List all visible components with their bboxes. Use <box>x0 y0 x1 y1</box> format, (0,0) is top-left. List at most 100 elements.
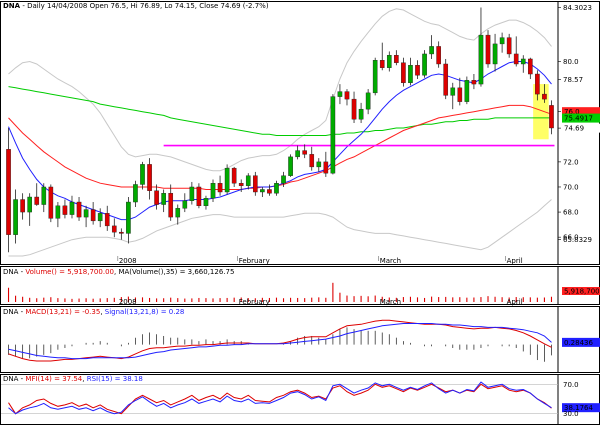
candle-body <box>422 53 427 76</box>
price-tag-green: 75.4917 <box>564 115 593 123</box>
candle-body <box>372 60 378 94</box>
candle-body <box>6 149 11 235</box>
candle-body <box>161 193 166 205</box>
candle-body <box>90 209 96 222</box>
y-label-74-69: 74.69 <box>564 125 584 133</box>
candle-body <box>528 58 533 75</box>
candle-body <box>133 184 138 203</box>
volume-x-label-2008: 2008 <box>119 298 137 306</box>
macd-legend: MACD(13,21) = -0.35 <box>25 308 100 316</box>
candle-body <box>168 193 174 218</box>
candle-body <box>267 189 272 194</box>
candle-body <box>351 98 357 120</box>
candle-body <box>436 46 441 65</box>
rsi-line <box>8 381 552 415</box>
candle-body <box>513 53 519 65</box>
y-label-84-3023: 84.3023 <box>563 4 592 12</box>
candle-body <box>323 161 329 174</box>
chart-title-symbol: DNA <box>3 2 21 10</box>
macd-pane-frame <box>0 306 600 373</box>
candle-body <box>175 208 181 218</box>
volume-y-label-bg <box>562 287 600 295</box>
macd-pane-label: DNA - MACD(13,21) = -0.35, Signal(13,21,… <box>3 308 184 316</box>
candle-body <box>365 92 371 110</box>
candle-body <box>41 186 47 205</box>
candle-body <box>203 198 209 207</box>
x-label-february: February <box>239 257 270 265</box>
candle-body <box>401 62 406 84</box>
volume-ma-legend: MA(Volume(),35) = 3,660,126.75 <box>118 268 234 276</box>
chart-title-info: - Daily 14/04/2008 Open 76.5, Hi 76.89, … <box>20 2 269 10</box>
candle-body <box>217 183 223 193</box>
candle-body <box>344 91 350 100</box>
candle-body <box>76 201 82 218</box>
candle-body <box>196 186 202 207</box>
y-label-70-0: 70.0 <box>563 183 579 191</box>
mfi-rsi-pane-label: DNA - MFI(14) = 37.54, RSI(15) = 38.18 <box>3 375 143 383</box>
y-label-76-0-bg <box>562 107 600 117</box>
candle-body <box>288 156 293 176</box>
candle-body <box>274 183 279 194</box>
candle-body <box>260 189 265 193</box>
candle-body <box>302 150 307 155</box>
candle-body <box>119 231 124 234</box>
candle-body <box>457 87 463 102</box>
candle-body <box>549 105 554 129</box>
candle-body <box>358 108 364 120</box>
candle-body <box>330 96 336 174</box>
candle-body <box>443 63 449 96</box>
candle-body <box>542 93 547 100</box>
mfi-legend: MFI(14) = 37.54 <box>25 375 82 383</box>
candle-body <box>253 175 258 193</box>
candle-body <box>245 175 251 186</box>
y-label-80-0: 80.0 <box>563 58 579 66</box>
candle-body <box>379 60 385 68</box>
candle-body <box>69 201 75 215</box>
osc-y-label-70-0: 70.0 <box>563 381 579 389</box>
candle-body <box>535 73 540 95</box>
candle-body <box>492 43 498 65</box>
candle-body <box>464 80 470 102</box>
signal-line <box>8 323 552 360</box>
candle-body <box>189 186 195 201</box>
osc-y-label-current-bg <box>562 403 600 413</box>
candle-body <box>55 205 61 219</box>
candle-body <box>27 196 32 213</box>
volume-legend: Volume() = 5,918,700.00 <box>25 268 114 276</box>
candle-body <box>104 213 110 227</box>
candle-body <box>34 196 40 205</box>
macd-y-label-bg <box>562 337 600 347</box>
candle-body <box>147 164 152 191</box>
candle-body <box>182 200 188 209</box>
y-label-65-8329: 65.8329 <box>563 236 592 244</box>
candle-body <box>231 167 237 184</box>
candle-body <box>111 225 117 233</box>
ma-green-line <box>8 86 552 136</box>
candle-body <box>295 150 300 158</box>
candle-body <box>140 164 145 185</box>
x-label-2008: 2008 <box>119 257 137 265</box>
ma-red-line <box>8 104 552 190</box>
candle-body <box>316 161 322 168</box>
chart-title: DNA - Daily 14/04/2008 Open 76.5, Hi 76.… <box>3 2 269 10</box>
volume-x-label-april: April <box>507 298 523 306</box>
y-label-72-0: 72.0 <box>563 158 579 166</box>
candle-body <box>281 175 286 184</box>
osc-y-label-current: 38.1764 <box>564 404 593 412</box>
y-label-68-0: 68.0 <box>563 209 579 217</box>
candle-body <box>506 37 512 55</box>
candle-body <box>386 55 392 68</box>
candle-body <box>337 91 343 97</box>
candle-body <box>394 55 399 63</box>
candle-body <box>408 65 413 84</box>
volume-x-label-march: March <box>380 298 401 306</box>
candle-body <box>520 58 526 65</box>
band-lower-line <box>8 199 552 257</box>
osc-y-label-30-0: 30.0 <box>563 410 579 418</box>
y-label-66-0: 66.0 <box>563 234 579 242</box>
candle-body <box>20 199 25 213</box>
x-label-april: April <box>507 257 523 265</box>
candle-body <box>210 183 216 199</box>
band-upper-line <box>8 8 552 172</box>
